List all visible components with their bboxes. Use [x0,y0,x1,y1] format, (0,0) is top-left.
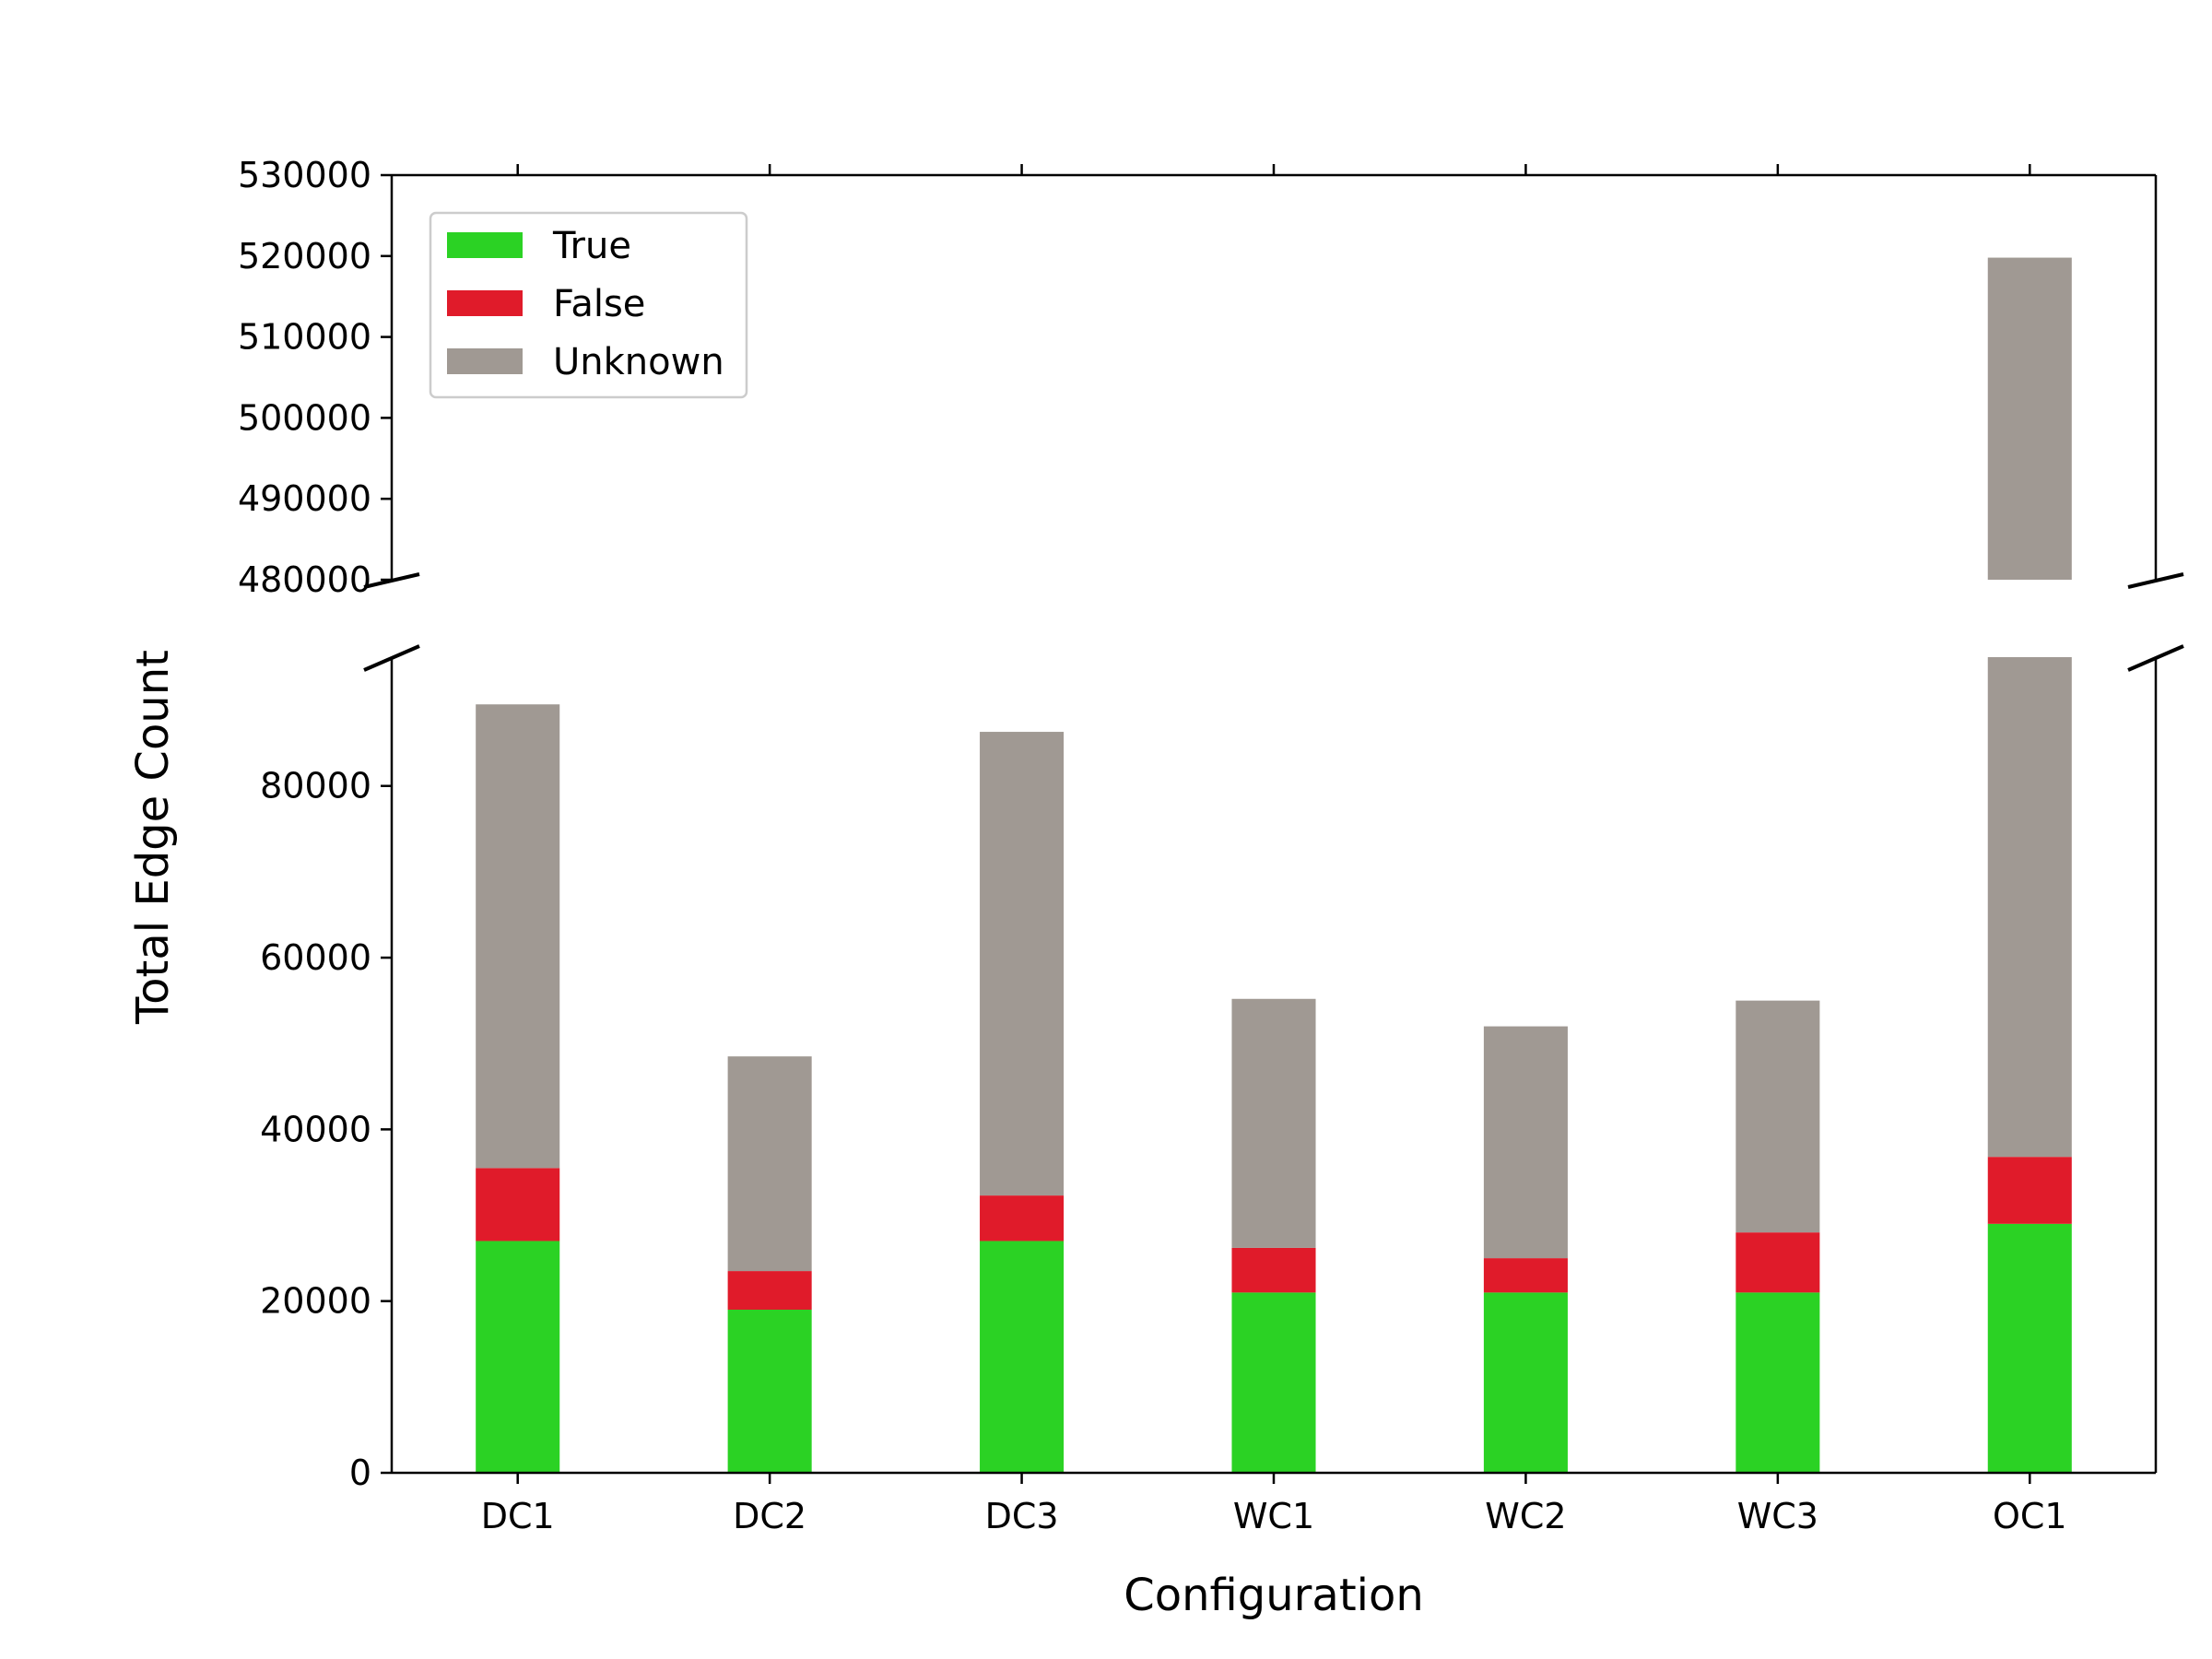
legend-swatch-true [447,232,523,258]
upper-panel-bars [1987,257,2072,580]
x-tick-label-wc3: WC3 [1737,1496,1818,1536]
y-axis-label: Total Edge Count [127,650,179,1025]
x-tick-label-dc3: DC3 [985,1496,1059,1536]
bar-segment-unknown-wc2 [1483,1026,1568,1259]
lower-y-axis-ticks: 0 20000 40000 60000 80000 [260,766,392,1493]
bar-segment-true-dc2 [727,1310,812,1473]
lower-y-tick-label: 20000 [260,1281,371,1322]
break-mark-lower-right [2127,644,2184,672]
bar-segment-unknown-oc1 [1987,657,2072,1158]
upper-y-axis-ticks: 480000 490000 500000 510000 520000 530000 [238,155,392,600]
bar-segment-true-oc1 [1987,1223,2072,1473]
bar-segment-unknown-wc1 [1231,998,1316,1248]
x-tick-label-wc1: WC1 [1233,1496,1314,1536]
bar-segment-upper-unknown-oc1 [1987,257,2072,580]
upper-y-tick-label: 480000 [238,559,371,600]
x-tick-label-dc1: DC1 [481,1496,555,1536]
upper-y-tick-label: 530000 [238,155,371,195]
bar-segment-false-wc2 [1483,1258,1568,1293]
upper-y-tick-label: 500000 [238,397,371,438]
legend-label-true: True [552,225,631,267]
upper-y-tick-label: 510000 [238,317,371,358]
bar-segment-unknown-dc3 [980,732,1065,1196]
bar-segment-true-dc3 [980,1241,1065,1473]
bar-segment-true-wc2 [1483,1292,1568,1473]
axis-break-markers [363,572,2184,672]
bar-segment-false-wc3 [1735,1232,1820,1293]
x-tick-label-dc2: DC2 [733,1496,806,1536]
lower-y-tick-label: 40000 [260,1109,371,1149]
legend-swatch-unknown [447,348,523,374]
upper-y-tick-label: 490000 [238,478,371,519]
lower-y-tick-label: 80000 [260,766,371,806]
bar-segment-true-wc3 [1735,1292,1820,1473]
bar-segment-unknown-dc2 [727,1056,812,1272]
legend: True False Unknown [429,211,748,399]
x-axis-ticks: DC1 DC2 DC3 WC1 WC2 WC3 OC1 [481,164,2067,1536]
legend-swatch-false [447,290,523,316]
lower-y-tick-label: 0 [349,1453,371,1493]
legend-label-false: False [553,283,645,325]
lower-panel-bars [476,657,2072,1473]
x-tick-label-oc1: OC1 [1993,1496,2067,1536]
bar-segment-false-dc2 [727,1271,812,1310]
lower-y-tick-label: 60000 [260,937,371,978]
bar-segment-false-dc1 [476,1168,560,1241]
x-tick-label-wc2: WC2 [1485,1496,1566,1536]
legend-label-unknown: Unknown [553,341,724,383]
x-axis-label: Configuration [1124,1570,1424,1621]
bar-segment-true-dc1 [476,1241,560,1473]
break-mark-upper-right [2127,572,2184,589]
bar-segment-unknown-dc1 [476,704,560,1169]
upper-y-tick-label: 520000 [238,236,371,276]
bar-segment-unknown-wc3 [1735,1000,1820,1233]
break-mark-lower-left [363,644,420,672]
bar-segment-false-dc3 [980,1195,1065,1241]
bar-segment-false-oc1 [1987,1157,2072,1224]
bar-segment-false-wc1 [1231,1247,1316,1293]
bar-segment-true-wc1 [1231,1292,1316,1473]
